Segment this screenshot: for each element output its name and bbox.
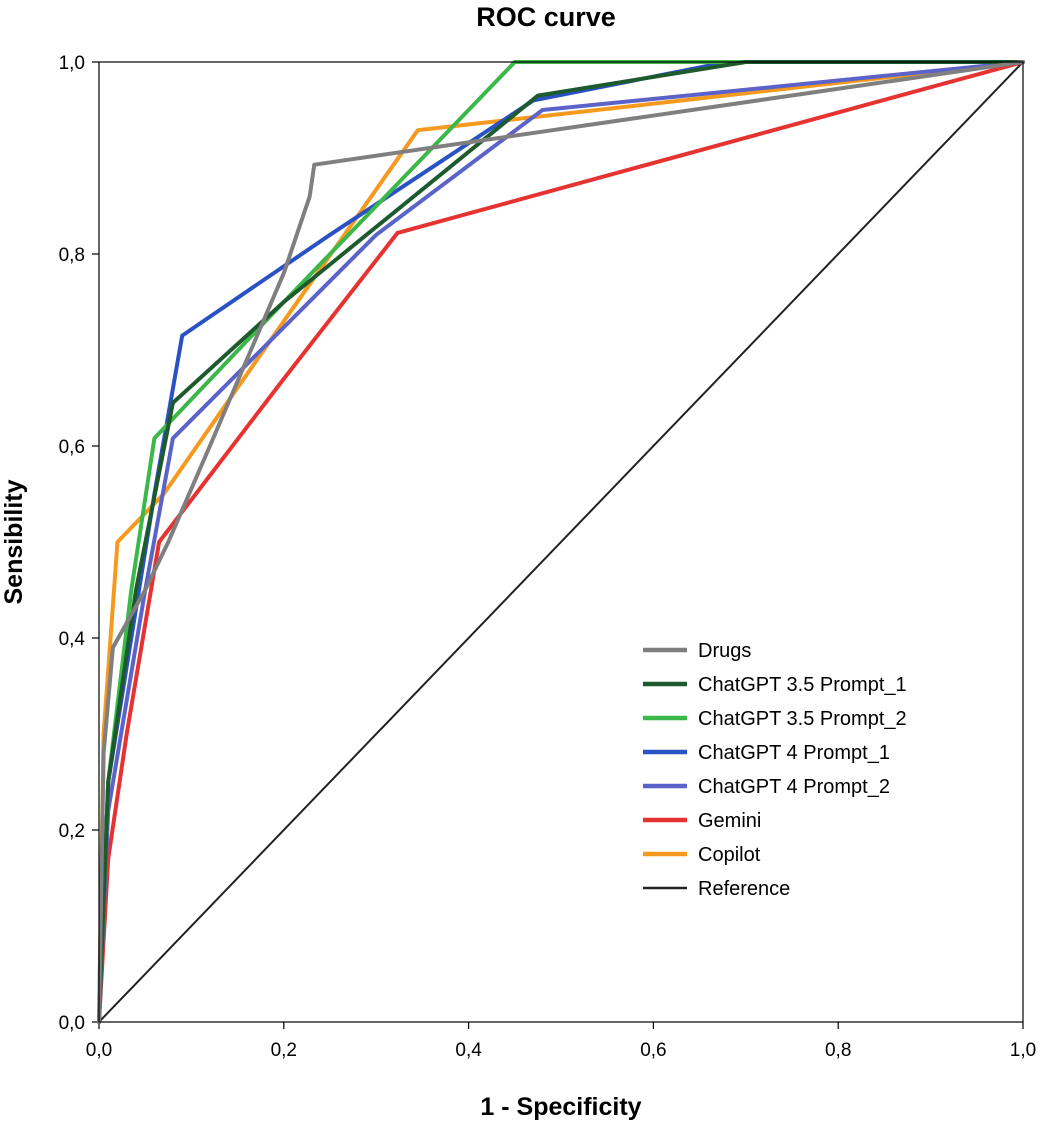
legend-label-reference: Reference — [698, 878, 790, 900]
chart-title: ROC curve — [476, 2, 616, 32]
legend-label-copilot: Copilot — [698, 844, 761, 866]
y-tick-label: 0,6 — [59, 437, 85, 458]
series-line-drugs — [97, 60, 1025, 1024]
x-axis-label: 1 - Specificity — [480, 1093, 641, 1121]
legend-label-chatgpt-4-prompt-1: ChatGPT 4 Prompt_1 — [698, 742, 890, 764]
series-line-reference — [98, 61, 1024, 1023]
y-axis-label: Sensibility — [0, 479, 28, 604]
series-line-chatgpt-3-5-prompt-1 — [97, 60, 1025, 1024]
plot-frame — [98, 61, 1024, 1023]
x-tick-label: 0,6 — [640, 1040, 666, 1061]
y-tick-label: 1,0 — [59, 53, 85, 74]
legend-label-drugs: Drugs — [698, 640, 751, 662]
legend: Drugs ChatGPT 3.5 Prompt_1 ChatGPT 3.5 Pro… — [643, 640, 907, 900]
y-tick-label: 0,8 — [59, 245, 85, 266]
legend-label-gemini: Gemini — [698, 810, 761, 832]
x-tick-label: 0,0 — [86, 1040, 112, 1061]
x-tick-label: 0,4 — [455, 1040, 482, 1061]
legend-label-chatgpt-4-prompt-2: ChatGPT 4 Prompt_2 — [698, 776, 890, 798]
y-tick-label: 0,4 — [59, 629, 86, 650]
x-tick-label: 0,2 — [271, 1040, 297, 1061]
y-tick-label: 0,2 — [59, 821, 85, 842]
legend-label-chatgpt-3-5-prompt-1: ChatGPT 3.5 Prompt_1 — [698, 674, 907, 696]
x-tick-label: 1,0 — [1010, 1040, 1036, 1061]
series-line-gemini — [97, 60, 1025, 1024]
x-tick-label: 0,8 — [825, 1040, 851, 1061]
legend-label-chatgpt-3-5-prompt-2: ChatGPT 3.5 Prompt_2 — [698, 708, 907, 730]
series-lines — [97, 60, 1025, 1024]
y-tick-label: 0,0 — [59, 1013, 85, 1034]
axis-ticks: 0,0 0,2 0,4 0,6 0,8 1,0 0,0 0,2 0,4 0,6 0,8 1,0 — [59, 53, 1037, 1061]
